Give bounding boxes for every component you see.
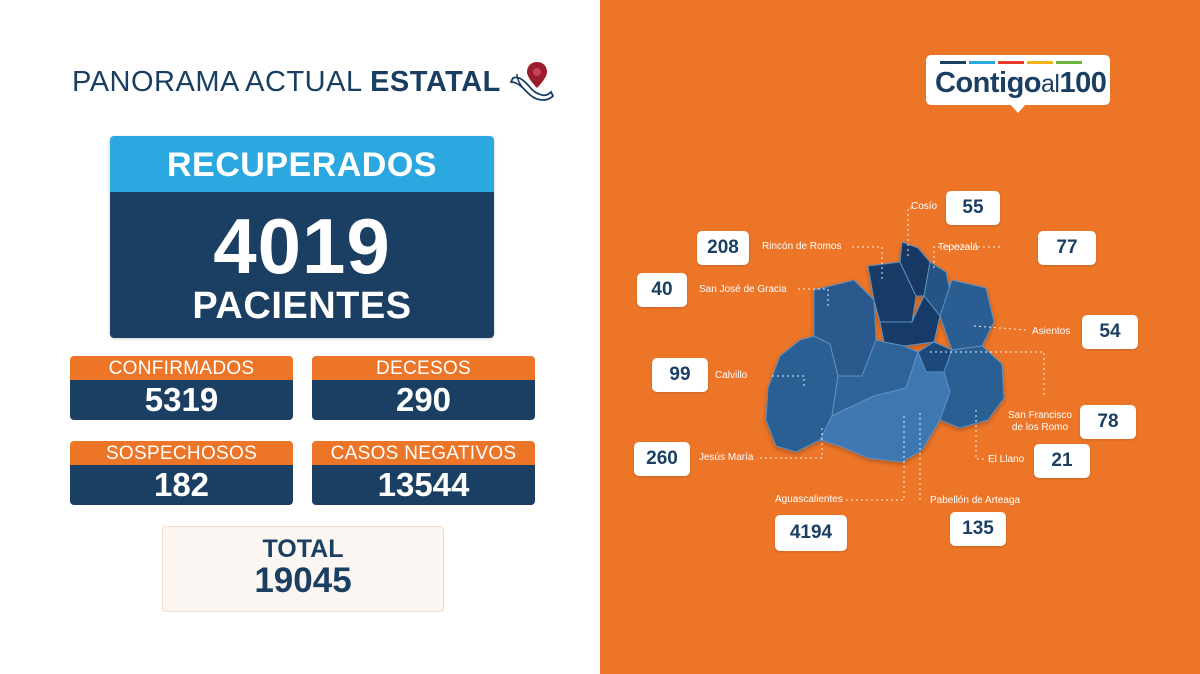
recuperados-card: RECUPERADOS 4019 PACIENTES	[110, 136, 494, 338]
logo-color-bars	[940, 61, 1082, 64]
value-aguascalientes: 4194	[775, 515, 847, 551]
logo-text-num: 100	[1059, 67, 1107, 99]
logo-text-al: al	[1041, 70, 1060, 98]
region-asientos	[939, 279, 995, 351]
label-sanfrancisco: San Francisco de los Romo	[1008, 410, 1072, 434]
value-sanfrancisco: 78	[1080, 405, 1136, 439]
aguascalientes-map	[760, 207, 1045, 501]
leader-calvillo	[772, 375, 805, 388]
label-elllano: El Llano	[988, 454, 1025, 465]
label-jesusmaria: Jesús María	[699, 452, 754, 463]
leader-asientos	[973, 325, 1027, 331]
leader-rincon	[852, 246, 883, 280]
logo-text-main: Contigo	[935, 67, 1042, 99]
logo-speech-tail	[1010, 104, 1026, 113]
label-rincon: Rincón de Romos	[762, 241, 842, 252]
leader-cosio	[907, 207, 912, 256]
label-sanjose: San José de Gracia	[699, 284, 787, 295]
label-aguascalientes: Aguascalientes	[775, 494, 843, 505]
recuperados-label: RECUPERADOS	[110, 136, 494, 192]
logo-bar	[940, 61, 966, 64]
confirmados-label: CONFIRMADOS	[70, 356, 293, 380]
contigo-al-100-logo: Contigoal100	[926, 55, 1110, 105]
leader-elllano	[975, 410, 986, 460]
sospechosos-value: 182	[70, 465, 293, 505]
value-calvillo: 99	[652, 358, 708, 392]
page-title-bold: ESTATAL	[370, 65, 501, 98]
value-sanjose: 40	[637, 273, 687, 307]
negativos-label: CASOS NEGATIVOS	[312, 441, 535, 465]
page-title: PANORAMA ACTUAL ESTATAL	[72, 66, 501, 99]
negativos-value: 13544	[312, 465, 535, 505]
recuperados-body: 4019 PACIENTES	[110, 192, 494, 338]
value-pabellon: 135	[950, 512, 1006, 546]
value-jesusmaria: 260	[634, 442, 690, 476]
logo-bar	[1027, 61, 1053, 64]
label-cosio: Cosío	[911, 201, 938, 212]
logo-text: Contigoal100	[935, 67, 1107, 100]
logo-bar	[1056, 61, 1082, 64]
page-title-light: PANORAMA ACTUAL	[72, 65, 371, 98]
label-pabellon: Pabellón de Arteaga	[930, 495, 1021, 506]
label-sanfrancisco-line1: San Francisco	[1008, 410, 1072, 421]
label-asientos: Asientos	[1032, 326, 1071, 337]
value-rincon: 208	[697, 231, 749, 265]
leader-sanjose	[798, 288, 829, 306]
decesos-value: 290	[312, 380, 535, 420]
page-header: PANORAMA ACTUAL ESTATAL	[72, 60, 557, 104]
label-sanfrancisco-line2: de los Romo	[1011, 422, 1069, 433]
recuperados-value: 4019	[213, 202, 391, 290]
recuperados-unit: PACIENTES	[192, 285, 412, 327]
logo-bar	[969, 61, 995, 64]
confirmados-value: 5319	[70, 380, 293, 420]
leader-tepezala	[933, 246, 1000, 268]
sospechosos-label: SOSPECHOSOS	[70, 441, 293, 465]
total-card: TOTAL 19045	[162, 526, 444, 612]
value-cosio: 55	[946, 191, 1000, 225]
region-el-llano	[939, 345, 1005, 429]
negativos-card: CASOS NEGATIVOS 13544	[312, 441, 535, 505]
value-tepezala: 77	[1038, 231, 1096, 265]
stats-panel: PANORAMA ACTUAL ESTATAL RECUPERADOS 4019…	[70, 60, 557, 612]
map-panel: Contigoal100	[600, 0, 1200, 674]
label-calvillo: Calvillo	[715, 370, 748, 381]
leader-aguascalientes	[846, 414, 905, 501]
total-label: TOTAL	[262, 535, 344, 563]
decesos-card: DECESOS 290	[312, 356, 535, 420]
logo-bar	[998, 61, 1024, 64]
total-value: 19045	[254, 561, 352, 600]
confirmados-card: CONFIRMADOS 5319	[70, 356, 293, 420]
leader-jesusmaria	[760, 426, 823, 459]
value-asientos: 54	[1082, 315, 1138, 349]
mexico-map-pin-icon	[509, 62, 554, 101]
value-elllano: 21	[1034, 444, 1090, 478]
decesos-label: DECESOS	[312, 356, 535, 380]
label-tepezala: Tepezalá	[938, 242, 979, 253]
sospechosos-card: SOSPECHOSOS 182	[70, 441, 293, 505]
